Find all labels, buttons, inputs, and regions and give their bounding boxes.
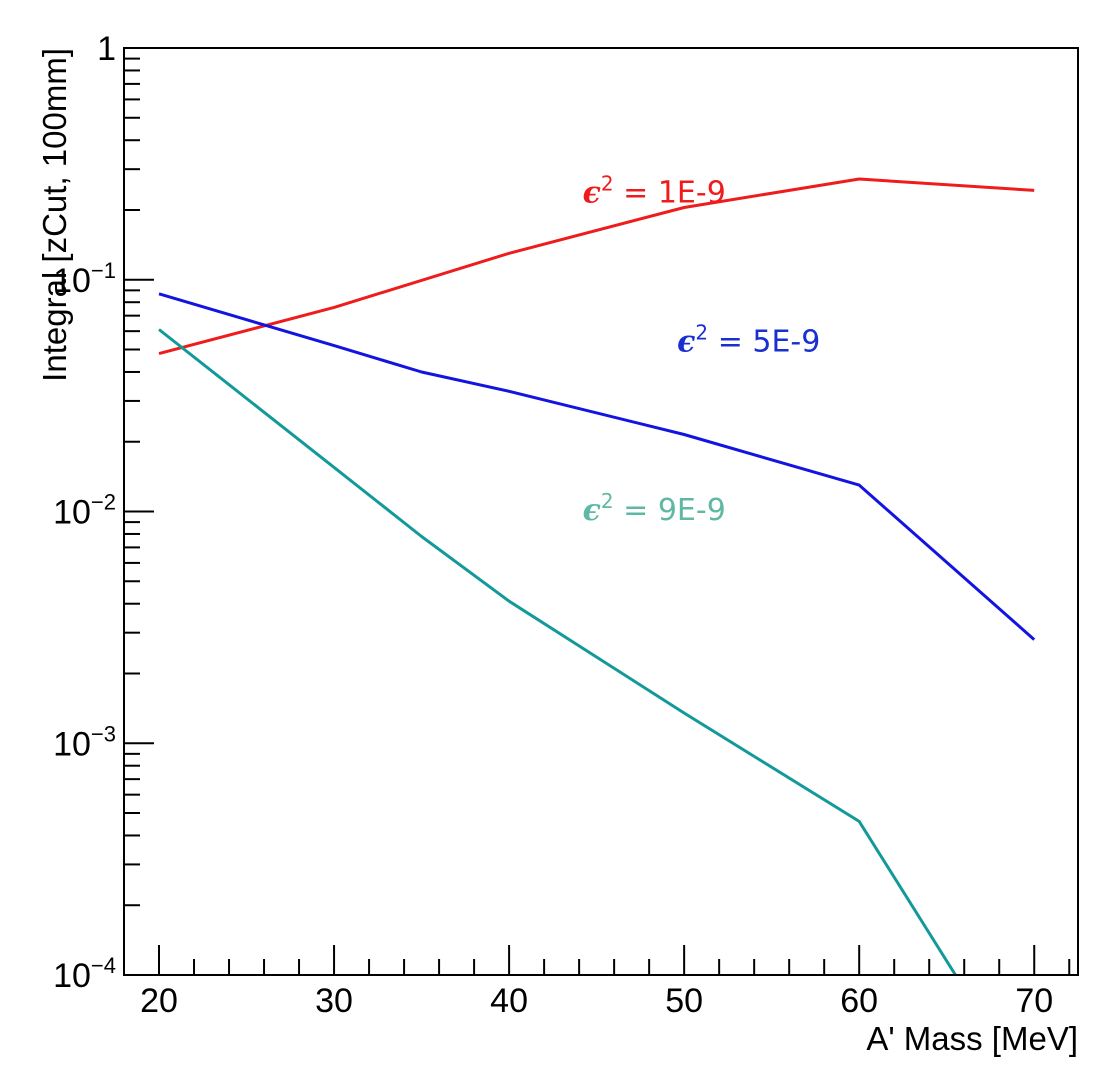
y-axis-title: Integral [zCut, 100mm]	[36, 48, 73, 382]
x-tick-label: 70	[1015, 982, 1053, 1020]
x-tick-label: 50	[665, 982, 703, 1020]
y-tick-label: 10−3	[53, 721, 116, 763]
series-layer	[158, 177, 1036, 975]
series-line-2	[158, 292, 1036, 641]
x-axis: 20 30 40 50 60 70	[123, 945, 1071, 1020]
series-label-3: ϵ2 = 9E-9	[583, 489, 726, 528]
x-tick-label: 20	[140, 982, 178, 1020]
y-tick-label: 10−4	[53, 953, 116, 995]
series-line-3	[158, 328, 957, 975]
series-label-2: ϵ2 = 5E-9	[677, 321, 820, 360]
y-tick-label: 10−2	[53, 490, 116, 532]
x-tick-label: 40	[490, 982, 528, 1020]
series-label-1: ϵ2 = 1E-9	[583, 172, 726, 211]
series-line-1	[158, 177, 1035, 356]
x-tick-label: 60	[840, 982, 878, 1020]
y-tick-label: 10−1	[53, 258, 116, 300]
annotations: ϵ2 = 1E-9 ϵ2 = 5E-9 ϵ2 = 9E-9	[583, 172, 821, 528]
x-tick-label: 30	[315, 982, 353, 1020]
y-axis: 10−4 10−3 10−2 10−1 1	[53, 30, 154, 995]
x-axis-title: A' Mass [MeV]	[866, 1020, 1078, 1057]
y-tick-label: 1	[97, 30, 116, 68]
